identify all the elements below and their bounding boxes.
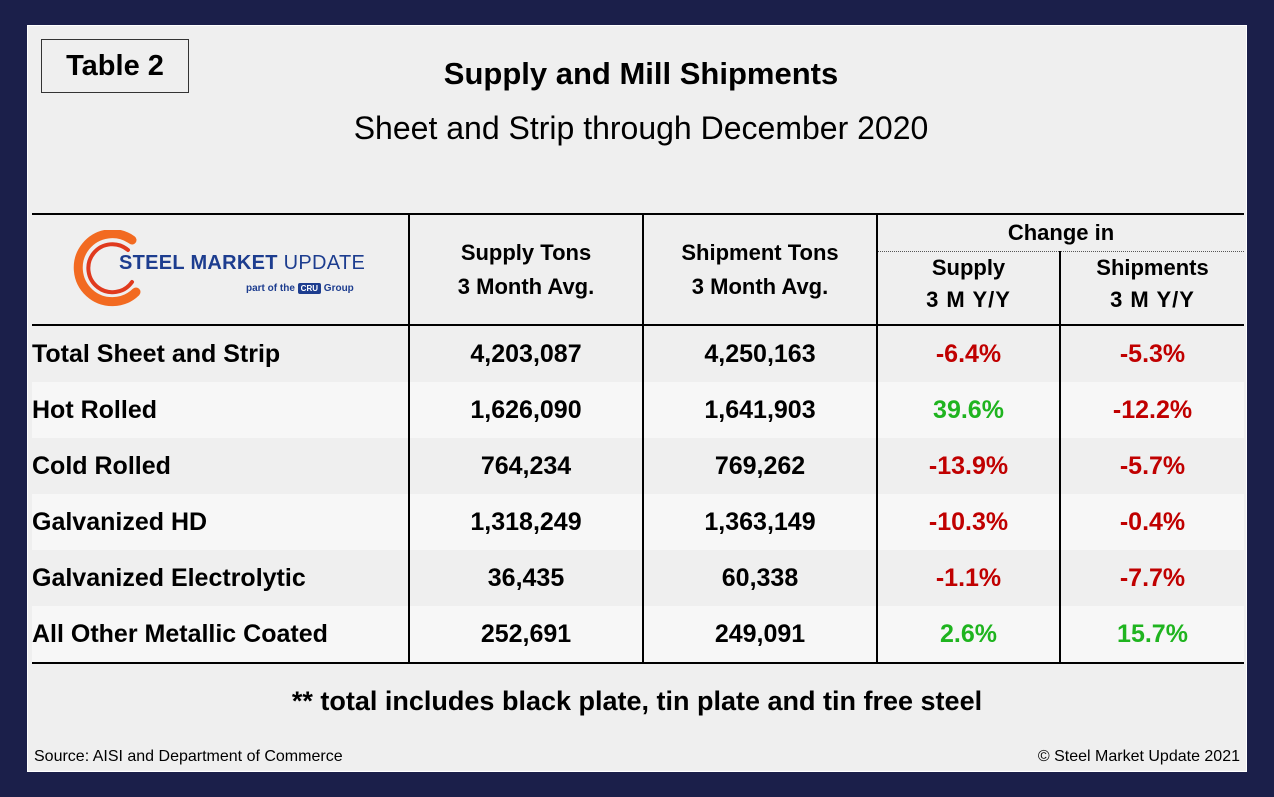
table-row: Cold Rolled 764,234 769,262 -13.9% -5.7%	[32, 438, 1244, 494]
supply-value: 1,626,090	[408, 382, 643, 438]
table-frame: Table 2 Supply and Mill Shipments Sheet …	[27, 25, 1247, 772]
shipment-value: 4,250,163	[642, 325, 877, 382]
shipment-change: -5.7%	[1059, 438, 1244, 494]
row-label: Total Sheet and Strip	[32, 339, 281, 368]
chart-subtitle: Sheet and Strip through December 2020	[353, 110, 929, 146]
supply-value: 1,318,249	[408, 494, 643, 550]
row-label: Galvanized HD	[32, 494, 409, 550]
table-row: Galvanized HD 1,318,249 1,363,149 -10.3%…	[32, 494, 1244, 550]
row-label: Cold Rolled	[32, 451, 171, 480]
shipment-value: 1,641,903	[642, 382, 877, 438]
row-label: Hot Rolled	[32, 382, 409, 438]
supply-change: 2.6%	[876, 606, 1060, 664]
shipment-change: 15.7%	[1059, 606, 1244, 664]
source-note: Source: AISI and Department of Commerce	[34, 748, 343, 765]
shipment-change: -0.4%	[1059, 494, 1244, 550]
header-change-in: Change in	[876, 213, 1244, 252]
row-label: All Other Metallic Coated	[32, 606, 409, 664]
supply-change: 39.6%	[876, 382, 1060, 438]
table-row: All Other Metallic Coated 252,691 249,09…	[32, 606, 1244, 664]
supply-value: 764,234	[408, 438, 643, 494]
table-tag: Table 2	[41, 39, 189, 93]
logo-wordmark: STEEL MARKET UPDATE	[119, 251, 366, 274]
supply-change: -1.1%	[876, 550, 1060, 606]
shipment-value: 249,091	[642, 606, 877, 664]
row-label: Galvanized Electrolytic	[32, 563, 306, 592]
shipment-change: -7.7%	[1059, 550, 1244, 606]
header-change-shipments: Shipments 3 M Y/Y	[1059, 251, 1244, 326]
supply-value: 4,203,087	[408, 325, 643, 382]
table-row: Hot Rolled 1,626,090 1,641,903 39.6% -12…	[32, 382, 1244, 438]
supply-value: 36,435	[408, 550, 643, 606]
logo-cell: STEEL MARKET UPDATE part of the CRU Grou…	[32, 213, 409, 326]
supply-change: -10.3%	[876, 494, 1060, 550]
chart-title: Supply and Mill Shipments	[443, 56, 839, 91]
table-row: Galvanized Electrolytic 36,435 60,338 -1…	[32, 550, 1244, 606]
header-change-supply: Supply 3 M Y/Y	[876, 251, 1060, 326]
footnote: ** total includes black plate, tin plate…	[291, 686, 983, 716]
supply-change: -13.9%	[876, 438, 1060, 494]
shipment-change: -5.3%	[1059, 325, 1244, 382]
cru-badge: CRU	[297, 282, 322, 294]
shipment-value: 1,363,149	[642, 494, 877, 550]
table-row: Total Sheet and Strip 4,203,087 4,250,16…	[32, 325, 1244, 382]
copyright-note: © Steel Market Update 2021	[1037, 748, 1240, 765]
steel-market-update-logo: STEEL MARKET UPDATE part of the CRU Grou…	[70, 229, 370, 310]
supply-value: 252,691	[408, 606, 643, 664]
logo-arc-icon	[73, 229, 141, 306]
shipment-change: -12.2%	[1059, 382, 1244, 438]
header-shipment-tons: Shipment Tons 3 Month Avg.	[642, 213, 877, 326]
logo-tagline: part of the CRU Group	[246, 282, 354, 294]
data-table: STEEL MARKET UPDATE part of the CRU Grou…	[32, 213, 1244, 664]
supply-change: -6.4%	[876, 325, 1060, 382]
shipment-value: 60,338	[642, 550, 877, 606]
shipment-value: 769,262	[642, 438, 877, 494]
header-supply-tons: Supply Tons 3 Month Avg.	[408, 213, 643, 326]
